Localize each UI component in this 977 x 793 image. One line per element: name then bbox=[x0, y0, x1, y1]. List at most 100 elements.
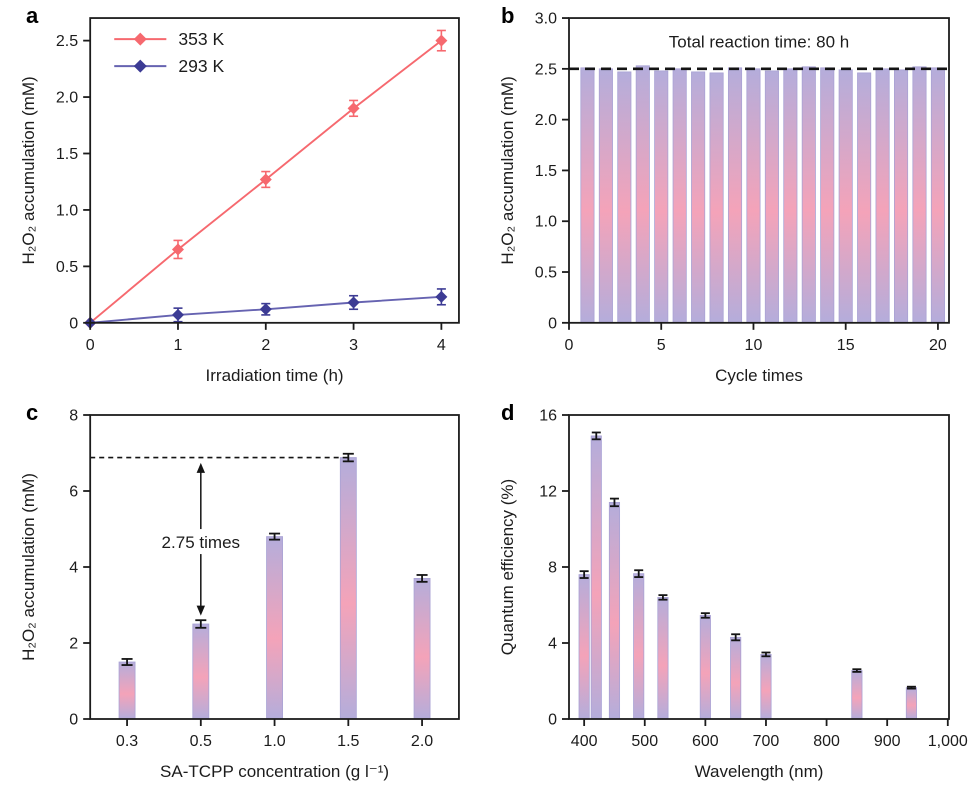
y-axis-label: H₂O₂ accumulation (mM) bbox=[19, 76, 38, 264]
y-tick-label: 1.0 bbox=[56, 201, 78, 219]
y-tick-label: 16 bbox=[539, 408, 557, 425]
bar bbox=[801, 66, 816, 324]
x-tick-label: 2 bbox=[261, 336, 270, 354]
annotation-text: Total reaction time: 80 h bbox=[669, 32, 849, 51]
bar bbox=[339, 457, 357, 720]
bar bbox=[672, 68, 687, 324]
chart-c-bar-plot: 2.75 times 0.3 0.5 1.0 1.5 2.0 0 2 4 6 8 SA-TCPP co… bbox=[19, 408, 460, 781]
bar bbox=[912, 66, 927, 324]
x-tick-label: 400 bbox=[571, 733, 598, 750]
x-tick-label: 0.3 bbox=[116, 733, 138, 750]
bar bbox=[851, 670, 863, 720]
y-tick-label: 3.0 bbox=[535, 10, 557, 28]
x-tick-label: 800 bbox=[813, 733, 840, 750]
x-tick-label: 10 bbox=[745, 336, 763, 354]
y-tick-label: 0.5 bbox=[56, 258, 78, 276]
data-marker-diamond bbox=[435, 34, 448, 47]
bar bbox=[691, 71, 706, 324]
bar bbox=[727, 67, 743, 324]
y-tick-label: 0.5 bbox=[535, 264, 557, 282]
bar bbox=[783, 68, 798, 324]
legend-marker-diamond bbox=[133, 59, 147, 73]
panel-label-c: c bbox=[26, 400, 39, 425]
y-tick-label: 4 bbox=[69, 560, 78, 577]
data-marker-diamond bbox=[259, 303, 272, 316]
data-marker-diamond bbox=[347, 102, 360, 115]
y-axis-label: H₂O₂ accumulation (mM) bbox=[19, 473, 38, 661]
bar bbox=[893, 69, 909, 324]
x-tick-label: 1,000 bbox=[928, 733, 968, 750]
bar bbox=[838, 69, 853, 324]
y-tick-label: 1.5 bbox=[535, 162, 557, 180]
y-tick-label: 2.0 bbox=[535, 111, 557, 129]
data-marker-diamond bbox=[435, 290, 448, 303]
x-tick-label: 900 bbox=[874, 733, 901, 750]
x-tick-label: 15 bbox=[837, 336, 855, 354]
bar bbox=[617, 71, 632, 324]
y-tick-label: 0 bbox=[548, 712, 557, 729]
x-tick-label: 5 bbox=[657, 336, 666, 354]
bar bbox=[578, 574, 590, 720]
chart-d-bar-plot: 400 500 600 700 800 900 1,000 0 4 8 12 16 Wavelength… bbox=[498, 408, 968, 782]
bar bbox=[633, 573, 645, 720]
y-tick-label: 4 bbox=[548, 636, 557, 653]
bar bbox=[598, 68, 613, 324]
panel-d: d 400 500 600 700 800 900 1,000 0 4 8 12 16 Waveleng… bbox=[489, 397, 977, 793]
bar bbox=[905, 687, 917, 720]
data-marker-diamond bbox=[347, 296, 360, 309]
panel-label-d: d bbox=[501, 400, 515, 425]
x-axis-label: Wavelength (nm) bbox=[695, 762, 824, 781]
panel-a: a 353 K 293 K 0 1 2 3 4 0 0.5 1.0 1.5 2.0 2.5 Irradia… bbox=[0, 0, 489, 397]
bar bbox=[760, 653, 772, 720]
bar bbox=[699, 615, 711, 720]
bar bbox=[820, 67, 835, 324]
bar bbox=[746, 68, 761, 324]
x-tick-label: 700 bbox=[753, 733, 780, 750]
y-tick-label: 2 bbox=[69, 636, 78, 653]
plot-frame bbox=[568, 414, 950, 720]
x-tick-label: 0 bbox=[565, 336, 574, 354]
x-tick-label: 4 bbox=[437, 336, 446, 354]
x-tick-label: 3 bbox=[349, 336, 358, 354]
x-tick-label: 20 bbox=[929, 336, 947, 354]
data-marker-diamond bbox=[171, 308, 184, 321]
bar bbox=[709, 72, 724, 324]
bar bbox=[608, 502, 621, 720]
bar bbox=[730, 636, 742, 720]
arrow-head-down bbox=[196, 605, 206, 616]
bar bbox=[192, 623, 210, 720]
bar bbox=[266, 536, 283, 720]
y-tick-label: 0 bbox=[69, 314, 78, 332]
x-tick-label: 0.5 bbox=[190, 733, 212, 750]
bar bbox=[580, 67, 595, 324]
y-axis-label: Quantum efficiency (%) bbox=[498, 479, 517, 655]
panel-label-a: a bbox=[26, 3, 39, 28]
x-tick-label: 1.5 bbox=[337, 733, 359, 750]
y-tick-label: 8 bbox=[69, 408, 78, 425]
y-tick-label: 2.0 bbox=[56, 89, 78, 107]
bar bbox=[635, 65, 650, 324]
x-tick-label: 2.0 bbox=[411, 733, 433, 750]
y-tick-label: 2.5 bbox=[56, 32, 78, 50]
y-tick-label: 12 bbox=[539, 484, 557, 501]
bar bbox=[413, 577, 431, 720]
legend-label: 293 K bbox=[178, 56, 224, 76]
bar bbox=[590, 435, 602, 720]
x-tick-label: 1.0 bbox=[263, 733, 285, 750]
bar bbox=[930, 67, 945, 324]
y-tick-label: 1.0 bbox=[535, 213, 557, 231]
x-tick-label: 500 bbox=[631, 733, 658, 750]
legend-marker-diamond bbox=[133, 32, 147, 46]
y-tick-label: 1.5 bbox=[56, 145, 78, 163]
legend-label: 353 K bbox=[178, 29, 224, 49]
x-tick-label: 0 bbox=[86, 336, 95, 354]
x-axis-label: Irradiation time (h) bbox=[206, 366, 344, 385]
x-tick-label: 600 bbox=[692, 733, 719, 750]
bar bbox=[118, 661, 136, 720]
chart-a-line-plot: 353 K 293 K 0 1 2 3 4 0 0.5 1.0 1.5 2.0 2.5 Irradiati… bbox=[19, 17, 460, 385]
panel-c: c 2.75 times 0.3 0.5 1.0 1.5 2.0 0 2 4 6 8 SA-TCPP … bbox=[0, 397, 489, 793]
x-axis-label: Cycle times bbox=[715, 366, 803, 385]
bar bbox=[875, 68, 890, 324]
panel-label-b: b bbox=[501, 3, 515, 28]
